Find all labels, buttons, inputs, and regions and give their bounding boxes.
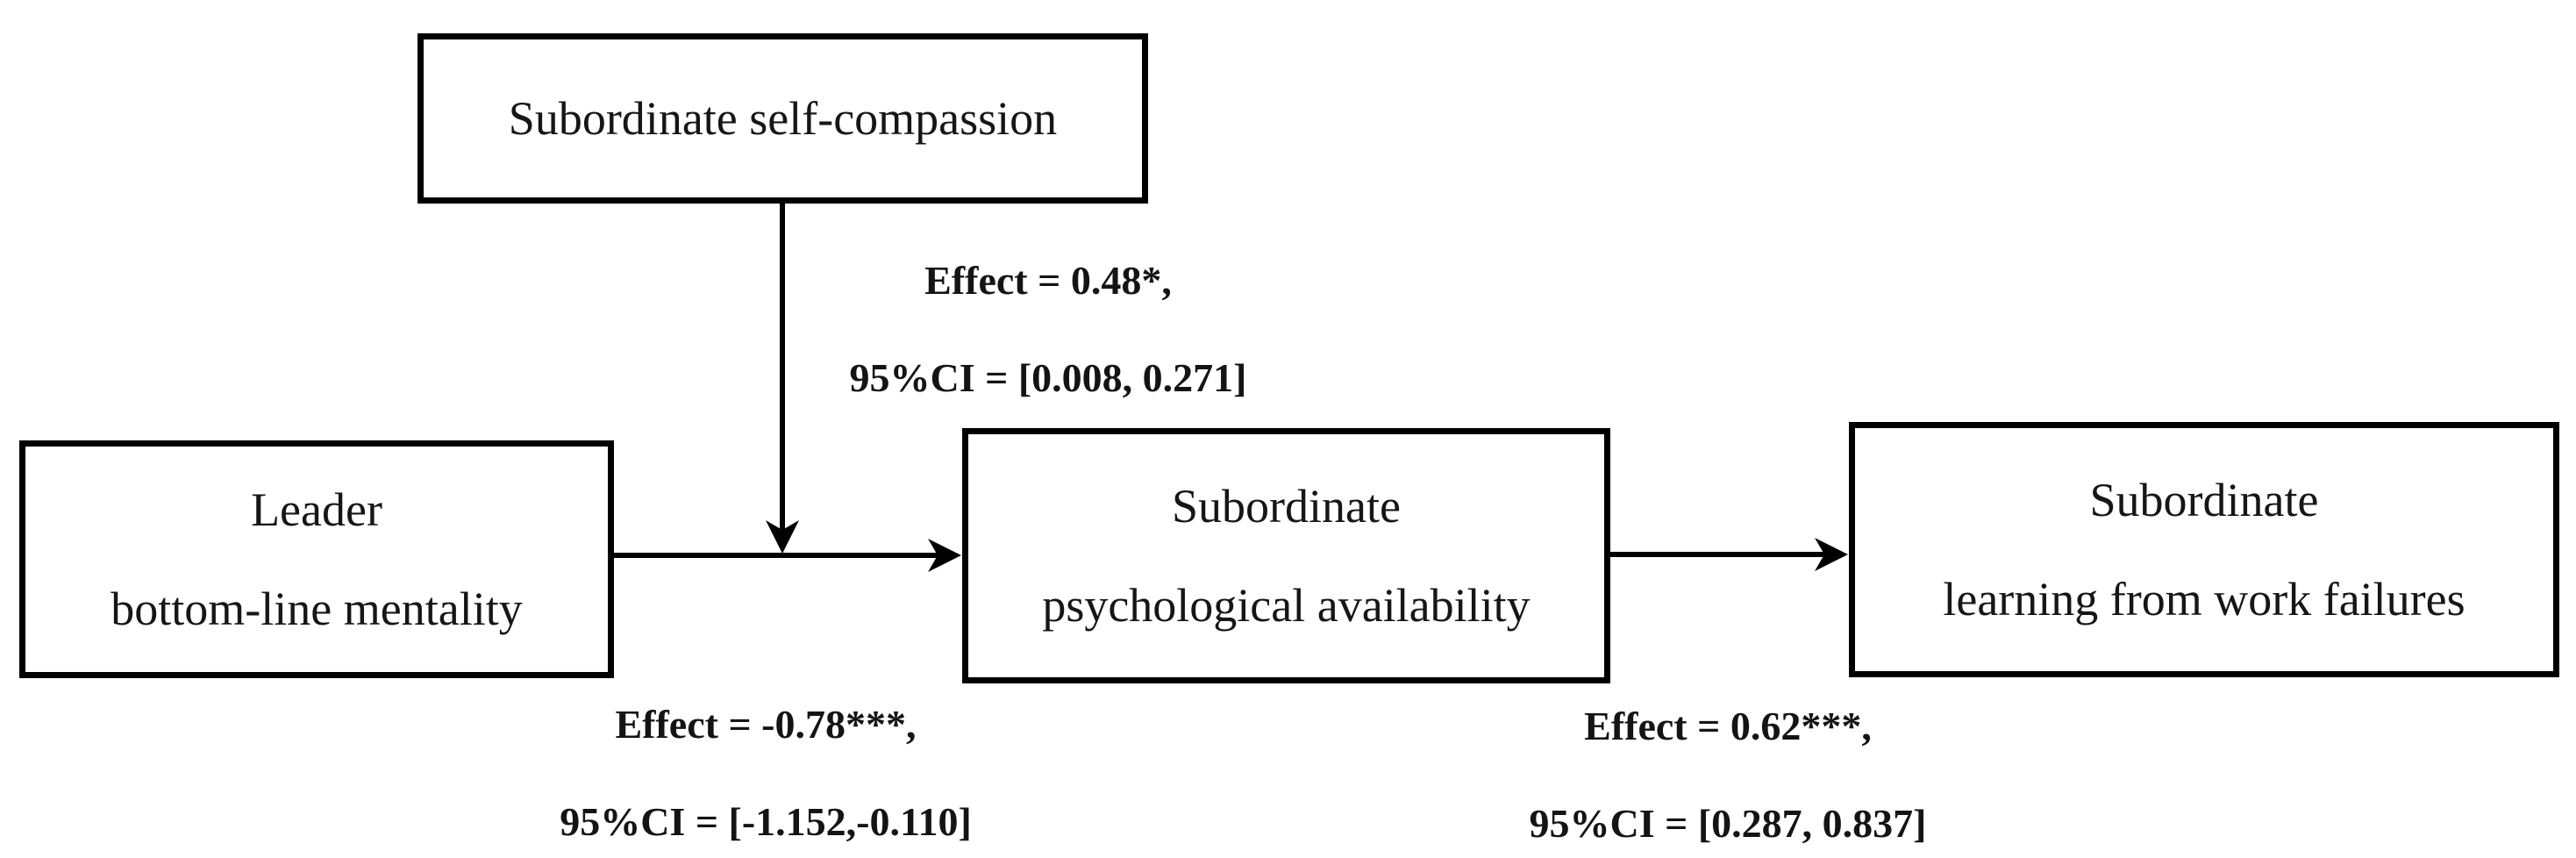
node-predictor-box: Leader bottom-line mentality (19, 440, 614, 678)
node-mediator-box: Subordinate psychological availability (962, 428, 1610, 683)
arrow-a-path (614, 539, 961, 572)
node-label-line: bottom-line mentality (111, 582, 523, 635)
arrow-moderation (766, 204, 799, 554)
b-path-effect-value: Effect = 0.62***, (1584, 704, 1872, 748)
node-outcome-box: Subordinate learning from work failures (1849, 422, 2559, 677)
node-label-line: Subordinate self-compassion (508, 91, 1058, 145)
node-label-line: Subordinate (1172, 480, 1401, 533)
moderation-effect-value: Effect = 0.48*, (924, 258, 1172, 303)
node-label-line: Leader (251, 483, 382, 537)
moderation-ci-value: 95%CI = [0.008, 0.271] (849, 355, 1247, 401)
label-b-path-effect: Effect = 0.62***, 95%CI = [0.287, 0.837] (1530, 702, 1927, 847)
node-moderator-box: Subordinate self-compassion (417, 33, 1148, 204)
node-label-line: Subordinate (2089, 474, 2319, 527)
a-path-ci-value: 95%CI = [-1.152,-0.110] (560, 799, 972, 845)
a-path-effect-value: Effect = -0.78***, (615, 702, 917, 747)
node-label-line: psychological availability (1042, 578, 1531, 632)
label-a-path-effect: Effect = -0.78***, 95%CI = [-1.152,-0.11… (560, 700, 972, 846)
b-path-ci-value: 95%CI = [0.287, 0.837] (1529, 801, 1927, 847)
node-label-line: learning from work failures (1943, 572, 2465, 626)
label-moderation-effect: Effect = 0.48*, 95%CI = [0.008, 0.271] (850, 256, 1247, 402)
arrow-b-path (1609, 538, 1848, 571)
